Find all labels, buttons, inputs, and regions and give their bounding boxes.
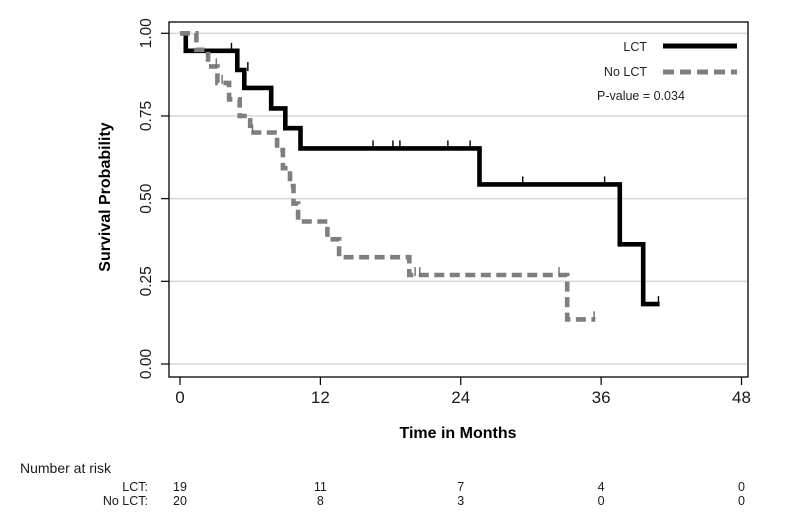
risk-count: 19 xyxy=(173,480,187,494)
risk-row-label: LCT: xyxy=(122,480,148,494)
plot-border xyxy=(168,21,749,378)
survival-curve-no-lct xyxy=(180,30,596,322)
legend-label-no-lct: No LCT xyxy=(604,65,647,79)
x-tick-label: 24 xyxy=(451,388,470,407)
risk-count: 3 xyxy=(457,494,464,508)
x-tick-label: 36 xyxy=(592,388,611,407)
gridlines-layer xyxy=(169,32,748,365)
y-tick-label: 1.00 xyxy=(138,18,155,49)
y-tick-label: 0.25 xyxy=(138,266,155,296)
risk-table-title: Number at risk xyxy=(20,460,112,476)
risk-row-label: No LCT: xyxy=(103,494,148,508)
survival-curve-lct xyxy=(180,30,660,307)
risk-count: 0 xyxy=(598,494,605,508)
y-tick-label: 0.00 xyxy=(138,349,155,380)
y-tick-label: 0.50 xyxy=(138,183,155,214)
risk-count: 7 xyxy=(457,480,464,494)
y-tick-label: 0.75 xyxy=(138,101,155,131)
risk-count: 4 xyxy=(598,480,605,494)
risk-count: 0 xyxy=(738,480,745,494)
y-axis-title: Survival Probability xyxy=(97,122,114,271)
legend-pvalue-text: P-value = 0.034 xyxy=(597,89,685,103)
x-axis-title: Time in Months xyxy=(399,425,516,442)
survival-curves-layer xyxy=(180,30,660,322)
plot-frame-layer: 1.00 0.75 0.50 0.25 0.00 0 12 24 36 48 xyxy=(138,18,751,407)
x-tick-label: 0 xyxy=(175,388,184,407)
risk-count: 11 xyxy=(314,480,327,494)
risk-table-layer: LCT: 19 11 7 4 0No LCT: 20 8 3 0 0 xyxy=(103,480,745,508)
x-tick-label: 12 xyxy=(311,388,330,407)
risk-count: 20 xyxy=(173,494,187,508)
risk-count: 0 xyxy=(738,494,745,508)
x-tick-label: 48 xyxy=(732,388,751,407)
legend-layer xyxy=(663,43,737,75)
risk-count: 8 xyxy=(317,494,324,508)
legend-label-lct: LCT xyxy=(623,40,647,54)
